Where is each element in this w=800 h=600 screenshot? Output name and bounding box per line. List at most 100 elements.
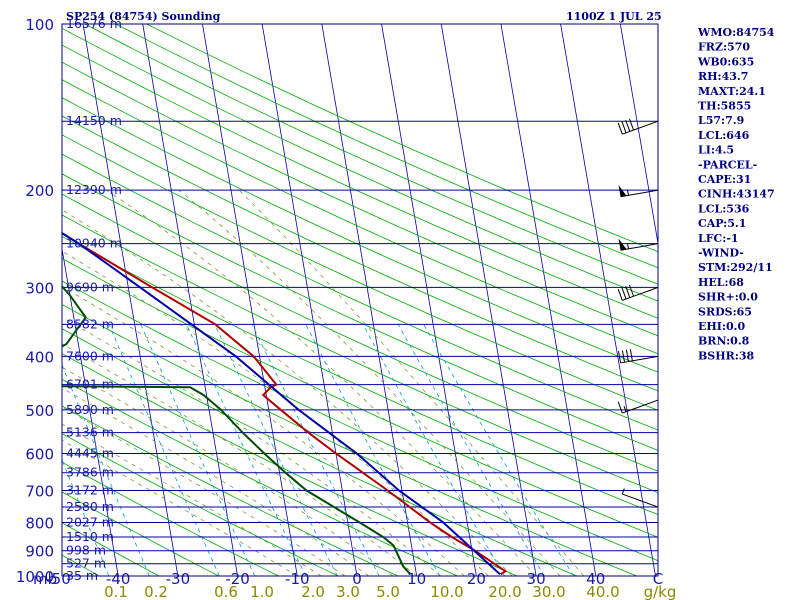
stat-line: CAPE:31	[698, 173, 751, 186]
mixing-ratio-line	[186, 324, 307, 576]
stat-line: WMO:84754	[697, 26, 775, 39]
height-level-label: 10940 m	[66, 236, 122, 251]
mixing-ratio-label: 0.1	[104, 583, 128, 600]
temperature-trace	[62, 232, 508, 576]
y-axis-unit-label: mb	[33, 570, 57, 588]
stat-line: LFC:-1	[698, 232, 739, 245]
height-level-label: 3172 m	[66, 482, 114, 497]
stat-line: TH:5855	[698, 100, 751, 113]
mixing-ratio-line	[214, 324, 338, 576]
sounding-traces	[62, 232, 508, 576]
pressure-tick-label: 900	[25, 543, 54, 561]
height-level-label: 4445 m	[66, 446, 114, 461]
isotherm-line	[142, 24, 238, 576]
wind-barb	[617, 118, 659, 135]
barb-flag	[617, 288, 623, 301]
barb-staff	[622, 493, 659, 508]
pressure-tick-label: 800	[25, 515, 54, 533]
height-level-label: 998 m	[66, 543, 106, 558]
barb-flag	[625, 349, 629, 362]
moist-adiabat-line	[106, 189, 537, 576]
x-axis-unit-label: C	[653, 570, 663, 588]
isotherm-line	[261, 24, 358, 576]
pressure-tick-label: 700	[25, 482, 54, 500]
pressure-tick-label: 400	[25, 348, 54, 366]
wind-barb	[621, 488, 659, 508]
barb-flag	[617, 401, 623, 414]
moist-adiabat-line	[238, 189, 585, 576]
height-level-label: 9690 m	[66, 279, 114, 294]
pressure-tick-label: 600	[25, 446, 54, 464]
barb-flag	[625, 120, 631, 132]
height-level-label: 2027 m	[66, 515, 114, 530]
barb-flag	[629, 348, 633, 361]
barb-flag	[628, 118, 635, 131]
barb-flag	[618, 351, 622, 364]
stat-line: HEL:68	[698, 276, 744, 289]
stat-line: CINH:43147	[698, 188, 775, 201]
isotherm-line	[440, 24, 537, 576]
stat-line: RH:43.7	[698, 70, 748, 83]
isotherm-line	[560, 24, 656, 576]
isotherm-line	[202, 24, 298, 576]
mixing-ratio-label: 10.0	[430, 583, 463, 600]
stat-line: L57:7.9	[698, 114, 744, 127]
barb-staff	[622, 120, 659, 135]
barb-flag	[621, 287, 627, 300]
station-title: SP254 (84754) Sounding	[66, 10, 221, 23]
mixing-ratio-line	[423, 324, 574, 576]
barb-flag	[628, 284, 635, 297]
wind-barb	[618, 184, 659, 198]
stat-line: -WIND-	[698, 247, 744, 260]
stat-line: STM:292/11	[698, 261, 773, 274]
barb-staff	[620, 355, 659, 364]
barb-flag	[621, 350, 626, 363]
mixing-ratio-label: 0.2	[144, 583, 168, 600]
wind-barb	[617, 284, 659, 301]
stat-line: MAXT:24.1	[698, 85, 766, 98]
mixing-ratio-unit: g/kg	[644, 583, 677, 600]
barb-flag	[617, 122, 623, 135]
mixing-ratio-line	[251, 324, 380, 576]
height-level-label: 14150 m	[66, 113, 122, 128]
temperature-tick-label: 10	[407, 570, 426, 588]
height-level-label: 2580 m	[66, 499, 114, 514]
stat-line: BSHR:38	[698, 349, 754, 362]
mixing-ratio-line	[62, 363, 150, 576]
height-level-label: 5136 m	[66, 425, 114, 440]
barb-pennant	[618, 238, 627, 251]
stat-line: SHR+:0.0	[698, 291, 758, 304]
barb-half-flag	[626, 242, 629, 249]
wind-barb	[618, 238, 659, 251]
parcel-trace	[62, 232, 501, 576]
height-level-label: 3786 m	[66, 465, 114, 480]
wind-barb	[618, 348, 659, 364]
temperature-tick-label: -50	[46, 570, 71, 588]
barb-staff	[622, 286, 659, 301]
barb-half-flag	[621, 488, 625, 495]
barb-staff	[622, 399, 659, 414]
valid-time: 1100Z 1 JUL 25	[566, 10, 662, 23]
mixing-ratio-label: 20.0	[488, 583, 521, 600]
temperature-tick-label: -20	[225, 570, 250, 588]
mixing-ratio-label: 5.0	[376, 583, 400, 600]
height-level-label: 8582 m	[66, 316, 114, 331]
pressure-tick-label: 1000	[16, 568, 54, 586]
barb-pennant	[618, 184, 627, 197]
barb-half-flag	[626, 189, 629, 196]
wind-barbs	[617, 118, 659, 508]
height-level-label: 6701 m	[66, 377, 114, 392]
pressure-tick-label: 200	[25, 182, 54, 200]
barb-flag	[625, 286, 631, 298]
temperature-tick-label: 30	[527, 570, 546, 588]
stat-line: WB0:635	[697, 55, 754, 68]
isotherm-line	[82, 24, 179, 576]
isotherm-line	[381, 24, 477, 576]
height-level-label: 527 m	[66, 556, 106, 571]
mixing-ratio-label: 2.0	[301, 583, 325, 600]
plot-frame	[61, 23, 659, 577]
